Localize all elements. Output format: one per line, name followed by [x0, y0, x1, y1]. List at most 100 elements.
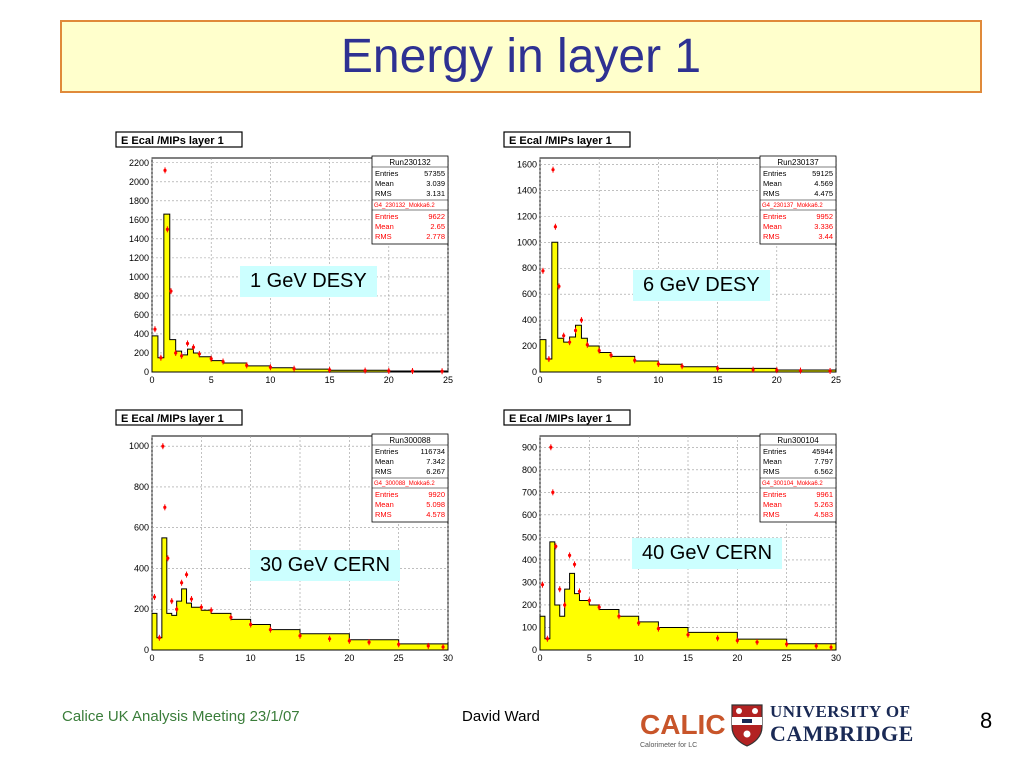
- data-point: [633, 357, 637, 364]
- stats-value: 57355: [424, 169, 445, 178]
- x-tick-label: 5: [209, 375, 214, 385]
- calice-logo-sub: Calorimeter for LC: [640, 742, 697, 749]
- data-point: [298, 632, 302, 639]
- y-tick-label: 0: [532, 367, 537, 377]
- cambridge-shield-icon: [731, 704, 763, 747]
- stats-run: Run230137: [777, 158, 819, 167]
- y-tick-label: 1600: [517, 159, 537, 169]
- page-number: 8: [980, 708, 993, 733]
- y-tick-label: 600: [522, 510, 537, 520]
- y-tick-label: 700: [522, 487, 537, 497]
- histogram-panel-6gev-desy: E Ecal /MIPs layer 1 0 5 10 15 20 25 0 200 400 600…: [500, 126, 841, 386]
- histogram-panel-30gev-cern: E Ecal /MIPs layer 1 0 5 10 15 20 25 30 0 200 400 6…: [112, 404, 453, 664]
- x-tick-label: 25: [831, 375, 841, 385]
- y-tick-label: 400: [134, 563, 149, 573]
- data-point: [170, 598, 174, 605]
- y-tick-label: 300: [522, 577, 537, 587]
- data-point: [175, 606, 179, 613]
- histogram-chart: E Ecal /MIPs layer 10 5 10 15 20 25 3001002003…: [503, 409, 841, 663]
- data-point: [585, 341, 589, 348]
- stats-mc-value: 9920: [428, 490, 445, 499]
- data-point: [191, 344, 196, 351]
- data-point: [185, 340, 190, 347]
- data-point: [828, 367, 832, 374]
- data-point: [686, 631, 690, 638]
- data-point: [328, 635, 332, 642]
- x-tick-label: 10: [634, 653, 644, 663]
- stats-run: Run300088: [389, 436, 431, 445]
- mc-histogram: [539, 241, 837, 373]
- footer-author: David Ward: [462, 708, 540, 725]
- data-point: [557, 283, 561, 290]
- x-tick-label: 15: [713, 375, 723, 385]
- data-point: [587, 597, 591, 604]
- calice-logo-text: CALICE: [640, 709, 726, 740]
- y-tick-label: 1200: [129, 253, 149, 263]
- x-tick-label: 5: [587, 653, 592, 663]
- stats-key: Entries: [763, 447, 787, 456]
- y-tick-label: 200: [134, 348, 149, 358]
- stats-mc-name: G4_230137_Mokka6.2: [762, 203, 823, 209]
- data-point: [440, 368, 444, 375]
- stats-value: 6.562: [814, 467, 833, 476]
- histogram-panel-1gev-desy: E Ecal /MIPs layer 1 0 5 10 15 20 25 0 200 400 600…: [112, 126, 453, 386]
- stats-key: RMS: [763, 189, 780, 198]
- stats-key: Mean: [375, 179, 394, 188]
- stats-mc-key: Entries: [763, 212, 787, 221]
- stats-key: Mean: [375, 457, 394, 466]
- x-tick-label: 0: [537, 653, 542, 663]
- data-point: [166, 555, 170, 562]
- data-point: [577, 588, 582, 595]
- stats-key: RMS: [375, 189, 392, 198]
- y-tick-label: 800: [522, 263, 537, 273]
- data-point: [798, 367, 803, 374]
- histogram-panel-40gev-cern: E Ecal /MIPs layer 1 0 5 10 15 20 25 30 0 100 200 3…: [500, 404, 841, 664]
- data-point: [775, 367, 779, 374]
- stats-value: 3.131: [426, 189, 445, 198]
- footer-meeting: Calice UK Analysis Meeting 23/1/07: [62, 708, 300, 725]
- y-tick-label: 600: [522, 289, 537, 299]
- beam-label: 30 GeV CERN: [250, 550, 401, 581]
- data-point: [829, 644, 833, 651]
- y-tick-label: 0: [144, 367, 149, 377]
- data-point: [387, 367, 391, 374]
- data-point: [268, 364, 272, 371]
- y-tick-label: 500: [522, 532, 537, 542]
- data-point: [180, 352, 184, 359]
- stats-value: 4.475: [814, 189, 833, 198]
- stats-mc-name: G4_230132_Mokka6.2: [374, 203, 435, 209]
- data-point: [221, 358, 225, 365]
- stats-mc-value: 9961: [816, 490, 833, 499]
- x-tick-label: 10: [246, 653, 256, 663]
- data-point: [163, 167, 167, 174]
- y-tick-label: 200: [134, 604, 149, 614]
- data-point: [558, 586, 562, 593]
- stats-key: Mean: [763, 457, 782, 466]
- data-point: [540, 581, 545, 588]
- y-tick-label: 0: [144, 645, 149, 655]
- x-tick-label: 5: [597, 375, 602, 385]
- cambridge-line1: UNIVERSITY OF: [770, 702, 911, 721]
- stats-mc-name: G4_300088_Mokka6.2: [374, 481, 435, 487]
- data-point: [184, 571, 189, 578]
- hist-title: E Ecal /MIPs layer 1: [509, 413, 612, 425]
- x-tick-label: 15: [295, 653, 305, 663]
- stats-mc-value: 3.336: [814, 222, 833, 231]
- x-tick-label: 20: [772, 375, 782, 385]
- data-point: [563, 601, 567, 608]
- data-point: [197, 350, 201, 357]
- data-point: [617, 613, 621, 620]
- y-tick-label: 1000: [517, 237, 537, 247]
- stats-value: 3.039: [426, 179, 445, 188]
- y-tick-label: 2000: [129, 177, 149, 187]
- data-point: [554, 543, 558, 550]
- hist-title-box: E Ecal /MIPs layer 1: [503, 409, 631, 426]
- data-point: [328, 366, 332, 373]
- data-point: [180, 579, 184, 586]
- data-point: [268, 626, 272, 633]
- hist-title: E Ecal /MIPs layer 1: [509, 135, 612, 147]
- data-point: [165, 226, 169, 233]
- stats-box: Run230137 Entries 59125 Mean 4.569 RMS 4.475 G4…: [759, 155, 837, 245]
- x-tick-label: 25: [394, 653, 404, 663]
- x-tick-label: 20: [732, 653, 742, 663]
